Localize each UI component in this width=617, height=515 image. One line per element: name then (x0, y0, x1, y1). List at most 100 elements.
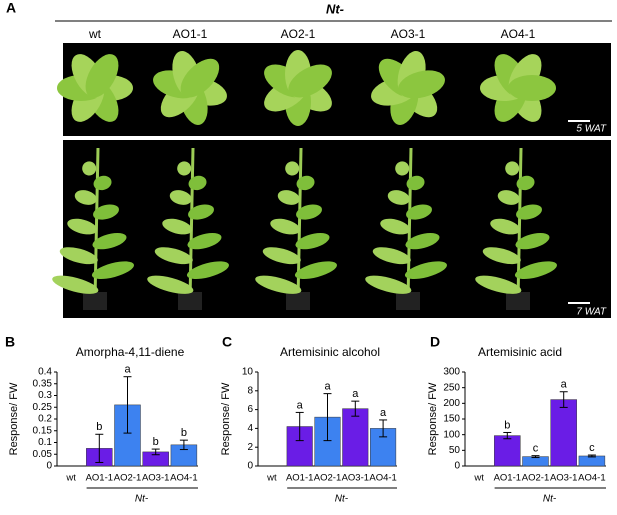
chart-title: Artemisinic acid (478, 345, 562, 359)
y-tick-label: 0.3 (38, 390, 52, 401)
y-tick-label: 0 (454, 461, 460, 472)
significance-letter: a (297, 399, 304, 411)
pot (396, 292, 420, 310)
leaf (288, 64, 332, 98)
y-tick-label: 150 (443, 414, 460, 425)
significance-letter: a (380, 407, 387, 419)
x-tick-label: AO4-1 (170, 473, 197, 484)
leaf (372, 247, 411, 265)
leaf (395, 161, 410, 176)
leaf (180, 58, 220, 98)
leaf (162, 218, 193, 235)
leaf (387, 190, 410, 205)
y-tick-label: 0.4 (38, 367, 52, 378)
pot (178, 292, 202, 310)
y-tick-label: 2 (247, 442, 253, 453)
leaf (188, 204, 214, 220)
x-tick-label: AO3-1 (550, 473, 577, 484)
y-tick-label: 6 (247, 404, 253, 415)
y-tick-label: 0.1 (38, 437, 52, 448)
pot (83, 292, 107, 310)
significance-letter: a (352, 388, 359, 400)
genotype-label: wt (88, 27, 102, 41)
leaf (505, 161, 520, 176)
leaf (255, 275, 302, 294)
y-tick-label: 10 (242, 367, 254, 378)
y-tick-label: 300 (443, 367, 460, 378)
panel-label: D (430, 334, 440, 350)
y-tick-label: 8 (247, 385, 253, 396)
y-axis-label: Response/ FW (220, 382, 232, 455)
leaf (516, 204, 542, 220)
panel-label: C (222, 334, 232, 350)
stage-label: 7 WAT (576, 307, 607, 318)
x-axis-label: Nt- (335, 494, 349, 505)
leaf (295, 232, 330, 250)
significance-letter: c (589, 442, 595, 454)
chart-title: Artemisinic alcohol (280, 345, 380, 359)
leaf (406, 175, 425, 191)
leaf (147, 275, 194, 294)
x-tick-label: AO3-1 (342, 473, 369, 484)
leaf (169, 190, 192, 205)
leaf (186, 261, 230, 279)
y-tick-label: 0.2 (38, 414, 52, 425)
leaf (294, 261, 338, 279)
significance-letter: b (504, 419, 510, 431)
leaf (67, 218, 98, 235)
y-tick-label: 0 (46, 461, 52, 472)
pot (286, 292, 310, 310)
leaf (270, 218, 301, 235)
significance-letter: b (181, 427, 187, 439)
leaf (154, 247, 193, 265)
leaf (508, 75, 556, 101)
y-tick-label: 0.35 (33, 378, 53, 389)
leaf (92, 232, 127, 250)
genotype-label: AO4-1 (501, 27, 536, 41)
leaf (296, 204, 322, 220)
panel-label: A (6, 0, 16, 16)
leaf (406, 204, 432, 220)
leaf (398, 70, 445, 99)
leaf (277, 190, 300, 205)
panel-label: B (5, 334, 15, 350)
x-tick-label: AO2-1 (114, 473, 141, 484)
x-tick-label: AO1-1 (494, 473, 521, 484)
leaf (405, 232, 440, 250)
chart-title: Amorpha-4,11-diene (76, 345, 185, 359)
pot (506, 292, 530, 310)
x-tick-label: AO2-1 (522, 473, 549, 484)
y-tick-label: 0.05 (33, 449, 53, 460)
leaf (262, 247, 301, 265)
group-label: Nt- (326, 1, 344, 16)
x-tick-label: AO3-1 (142, 473, 169, 484)
leaf (404, 261, 448, 279)
x-tick-label: AO2-1 (314, 473, 341, 484)
leaf (285, 161, 300, 176)
leaf (187, 232, 222, 250)
leaf (59, 247, 98, 265)
y-axis-label: Response/ FW (8, 382, 20, 455)
x-tick-label: AO1-1 (86, 473, 113, 484)
leaf (482, 247, 521, 265)
stage-label: 5 WAT (576, 124, 607, 135)
plants (52, 50, 558, 310)
leaf (516, 175, 535, 191)
leaf (74, 190, 97, 205)
significance-letter: b (153, 436, 159, 448)
y-axis-label: Response/ FW (427, 382, 439, 455)
leaf (93, 204, 119, 220)
y-tick-label: 4 (247, 423, 253, 434)
leaf (514, 261, 558, 279)
bar (494, 435, 521, 467)
bar (578, 455, 606, 467)
significance-letter: a (324, 381, 331, 393)
leaf (82, 161, 97, 176)
leaf (91, 261, 135, 279)
genotype-label: AO2-1 (281, 27, 316, 41)
y-tick-label: 250 (443, 382, 460, 393)
leaf (85, 54, 119, 98)
x-tick-label: AO1-1 (286, 473, 313, 484)
photo-7wat (63, 140, 611, 318)
y-tick-label: 50 (449, 445, 461, 456)
